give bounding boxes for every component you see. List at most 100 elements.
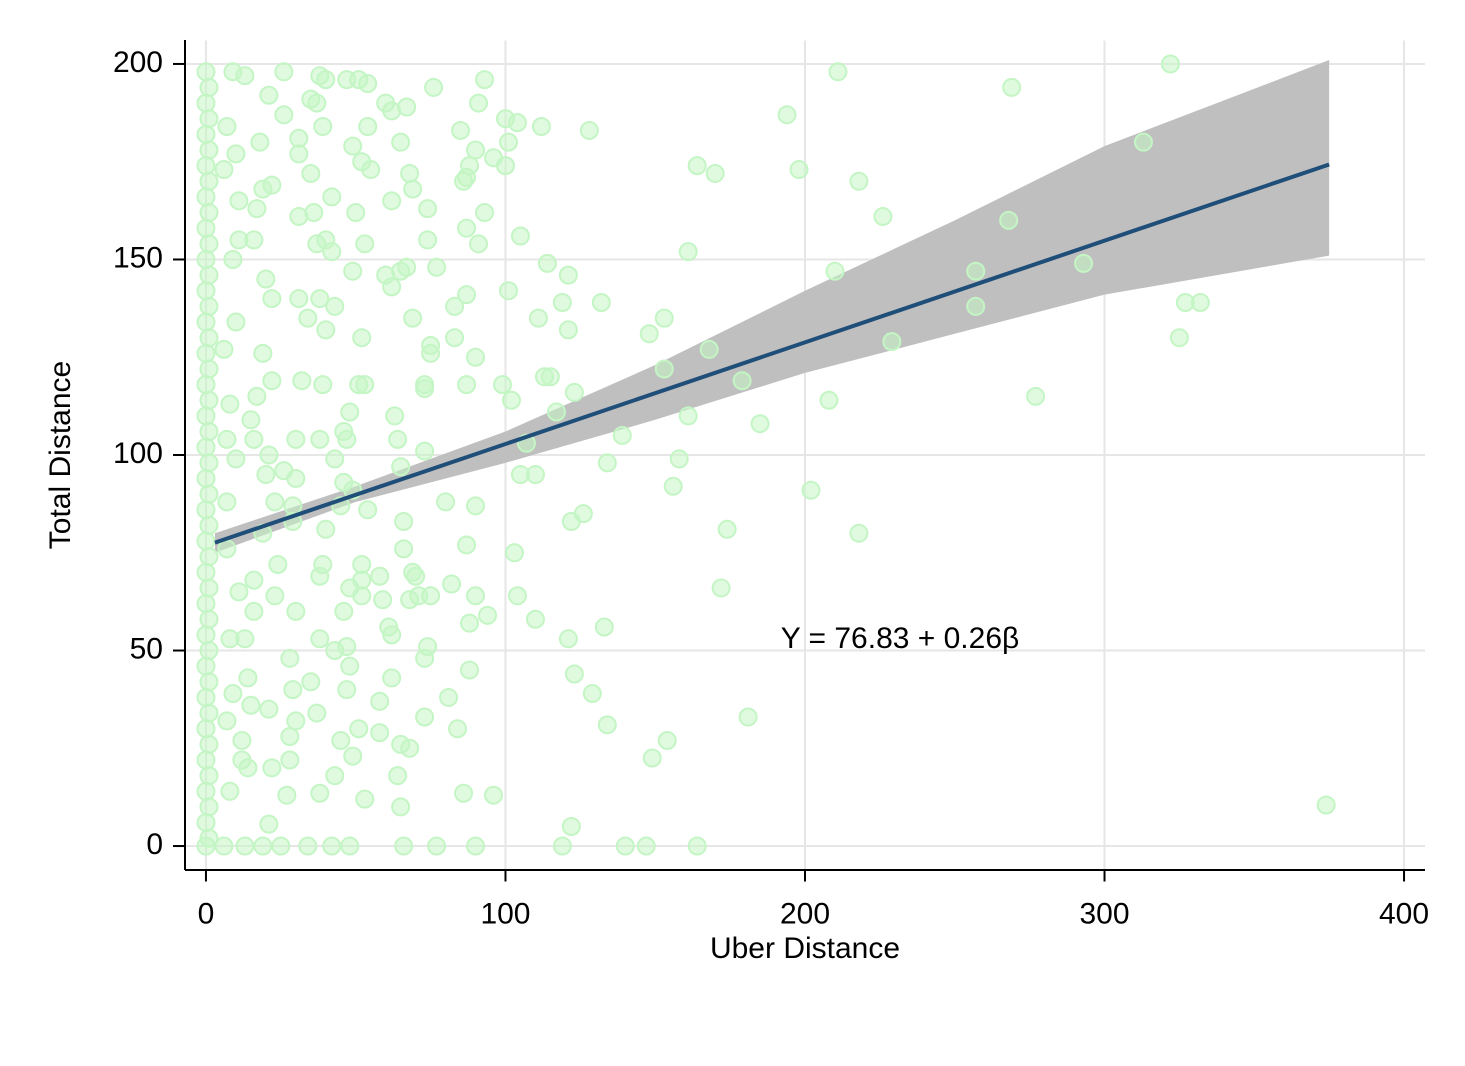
scatter-point: [262, 371, 282, 391]
scatter-point: [403, 308, 423, 328]
scatter-point: [247, 386, 267, 406]
scatter-point: [199, 390, 219, 410]
scatter-point: [199, 171, 219, 191]
scatter-point: [241, 695, 261, 715]
scatter-point: [199, 578, 219, 598]
scatter-point: [699, 339, 719, 359]
scatter-point: [199, 641, 219, 661]
scatter-point: [199, 766, 219, 786]
scatter-point: [217, 429, 237, 449]
scatter-point: [196, 656, 216, 676]
scatter-point: [451, 120, 471, 140]
scatter-point: [579, 120, 599, 140]
scatter-point: [238, 668, 258, 688]
scatter-point: [394, 511, 414, 531]
scatter-point: [460, 660, 480, 680]
scatter-point: [424, 77, 444, 97]
scatter-point: [256, 465, 276, 485]
scatter-point: [552, 292, 572, 312]
scatter-point: [265, 492, 285, 512]
scatter-point: [217, 711, 237, 731]
scatter-point: [196, 687, 216, 707]
scatter-point: [196, 406, 216, 426]
annotation: Y = 76.83 + 0.26β: [781, 622, 1020, 655]
x-tick-label: 300: [1079, 897, 1129, 930]
scatter-point: [597, 453, 617, 473]
scatter-point: [199, 484, 219, 504]
scatter-point: [337, 680, 357, 700]
scatter-point: [262, 758, 282, 778]
scatter-point: [531, 117, 551, 137]
scatter-point: [466, 347, 486, 367]
scatter-point: [528, 308, 548, 328]
scatter-point: [705, 163, 725, 183]
scatter-point: [196, 750, 216, 770]
scatter-point: [322, 836, 342, 856]
scatter-point: [199, 797, 219, 817]
scatter-point: [337, 429, 357, 449]
scatter-point: [466, 140, 486, 160]
scatter-point: [256, 269, 276, 289]
scatter-point: [1190, 292, 1210, 312]
scatter-point: [415, 379, 435, 399]
scatter-point: [313, 117, 333, 137]
y-tick-label: 150: [113, 241, 163, 274]
scatter-point: [418, 230, 438, 250]
scatter-point: [669, 449, 689, 469]
scatter-point: [199, 77, 219, 97]
scatter-point: [498, 281, 518, 301]
scatter-point: [217, 492, 237, 512]
scatter-point: [678, 406, 698, 426]
scatter-point: [199, 234, 219, 254]
scatter-point: [391, 457, 411, 477]
scatter-point: [469, 93, 489, 113]
scatter-point: [388, 429, 408, 449]
scatter-point: [442, 574, 462, 594]
scatter-point: [358, 74, 378, 94]
scatter-point: [469, 234, 489, 254]
scatter-point: [268, 554, 288, 574]
scatter-point: [199, 265, 219, 285]
scatter-point: [573, 504, 593, 524]
scatter-point: [636, 836, 656, 856]
scatter-point: [397, 257, 417, 277]
scatter-point: [196, 500, 216, 520]
scatter-point: [612, 425, 632, 445]
scatter-point: [289, 144, 309, 164]
scatter-point: [445, 296, 465, 316]
scatter-point: [226, 449, 246, 469]
scatter-point: [966, 296, 986, 316]
scatter-point: [873, 206, 893, 226]
scatter-point: [382, 625, 402, 645]
y-tick-label: 0: [146, 828, 163, 861]
y-axis-title: Total Distance: [44, 361, 77, 549]
scatter-point: [591, 292, 611, 312]
scatter-point: [286, 711, 306, 731]
scatter-point: [475, 70, 495, 90]
scatter-point: [313, 554, 333, 574]
scatter-point: [439, 687, 459, 707]
scatter-point: [199, 109, 219, 129]
scatter-point: [232, 750, 252, 770]
scatter-point: [657, 730, 677, 750]
scatter-point: [750, 414, 770, 434]
scatter-point: [307, 703, 327, 723]
scatter-point: [564, 382, 584, 402]
scatter-point: [678, 242, 698, 262]
scatter-point: [274, 461, 294, 481]
scatter-point: [196, 468, 216, 488]
scatter-point: [510, 465, 530, 485]
scatter-point: [358, 500, 378, 520]
scatter-point: [343, 746, 363, 766]
scatter-point: [301, 672, 321, 692]
scatter-point: [229, 191, 249, 211]
scatter-point: [196, 343, 216, 363]
scatter-point: [223, 249, 243, 269]
scatter-point: [340, 578, 360, 598]
scatter-point: [316, 320, 336, 340]
scatter-point: [349, 719, 369, 739]
scatter-point: [220, 394, 240, 414]
scatter-point: [370, 691, 390, 711]
scatter-point: [292, 371, 312, 391]
scatter-point: [289, 128, 309, 148]
